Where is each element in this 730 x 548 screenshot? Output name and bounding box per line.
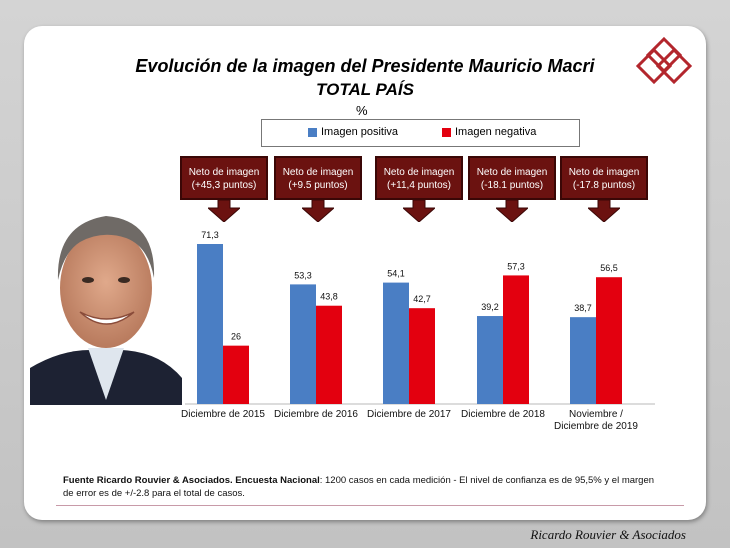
legend-swatch-negative <box>442 127 451 137</box>
callout-arrow-icon-3 <box>496 200 528 222</box>
source-bold: Fuente Ricardo Rouvier & Asociados. Encu… <box>63 475 320 486</box>
legend-item-negative: Imagen negativa <box>442 126 536 138</box>
president-photo <box>30 216 182 405</box>
legend-label-negative: Imagen negativa <box>455 126 537 138</box>
callout-title-4: Neto de imagen <box>568 167 640 178</box>
callout-box-3: Neto de imagen (-18.1 puntos) <box>468 156 556 200</box>
callout-title-1: Neto de imagen <box>282 167 354 178</box>
callout-title-0: Neto de imagen <box>188 167 260 178</box>
rra-logo <box>635 36 693 85</box>
callout-box-2: Neto de imagen (+11,4 puntos) <box>375 156 463 200</box>
callout-value-0: (+45,3 puntos) <box>191 180 257 191</box>
callout-value-1: (+9.5 puntos) <box>288 180 348 191</box>
legend: Imagen positiva Imagen negativa <box>261 119 580 147</box>
callout-box-0: Neto de imagen (+45,3 puntos) <box>180 156 268 200</box>
callout-arrow-icon-1 <box>302 200 334 222</box>
legend-item-positive: Imagen positiva <box>308 126 398 138</box>
callout-value-4: (-17.8 puntos) <box>572 180 636 191</box>
callout-box-4: Neto de imagen (-17.8 puntos) <box>560 156 648 200</box>
callout-value-3: (-18.1 puntos) <box>480 180 544 191</box>
source-text: : 1200 casos en cada medición - El nivel… <box>63 475 655 499</box>
callout-arrow-icon-4 <box>588 200 620 222</box>
source-note: Fuente Ricardo Rouvier & Asociados. Encu… <box>63 474 663 500</box>
footer-brand: Ricardo Rouvier & Asociados <box>530 527 686 542</box>
legend-swatch-positive <box>308 127 317 137</box>
callout-arrow-icon-2 <box>403 200 435 222</box>
chart-subtitle: TOTAL PAÍS <box>316 80 414 99</box>
divider <box>56 505 684 506</box>
unit-label: % <box>356 103 368 118</box>
callout-value-2: (+11,4 puntos) <box>386 180 452 191</box>
legend-label-positive: Imagen positiva <box>321 126 399 138</box>
callout-box-1: Neto de imagen (+9.5 puntos) <box>274 156 362 200</box>
callout-arrow-icon-0 <box>208 200 240 222</box>
callout-title-2: Neto de imagen <box>383 167 455 178</box>
chart-title: Evolución de la imagen del Presidente Ma… <box>135 56 595 76</box>
callout-title-3: Neto de imagen <box>476 167 548 178</box>
